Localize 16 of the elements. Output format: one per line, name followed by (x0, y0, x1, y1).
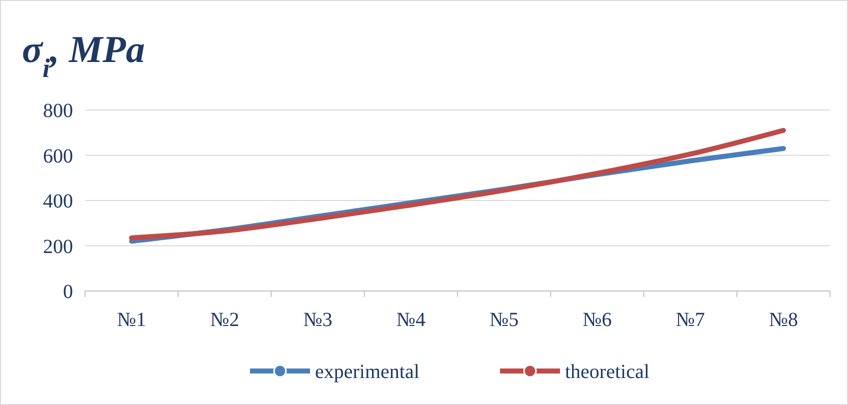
legend-label: theoretical (565, 361, 650, 383)
y-tick-label: 400 (43, 190, 73, 212)
x-tick-label: №1 (117, 309, 146, 331)
y-tick-label: 600 (43, 145, 73, 168)
x-tick-label: №4 (396, 309, 426, 331)
legend-label: experimental (315, 361, 420, 383)
x-tick-label: №3 (303, 309, 332, 331)
y-tick-label: 0 (63, 281, 73, 303)
x-tick-label: №5 (490, 309, 519, 331)
x-tick-label: №8 (768, 309, 798, 331)
chart-title: σ$_{i}$, MPa (22, 29, 145, 83)
y-tick-label: 800 (43, 100, 73, 122)
x-tick-label: №6 (582, 309, 612, 331)
x-tick-label: №7 (676, 309, 705, 331)
y-tick-label: 200 (43, 236, 73, 258)
x-tick-label: №2 (210, 309, 240, 331)
